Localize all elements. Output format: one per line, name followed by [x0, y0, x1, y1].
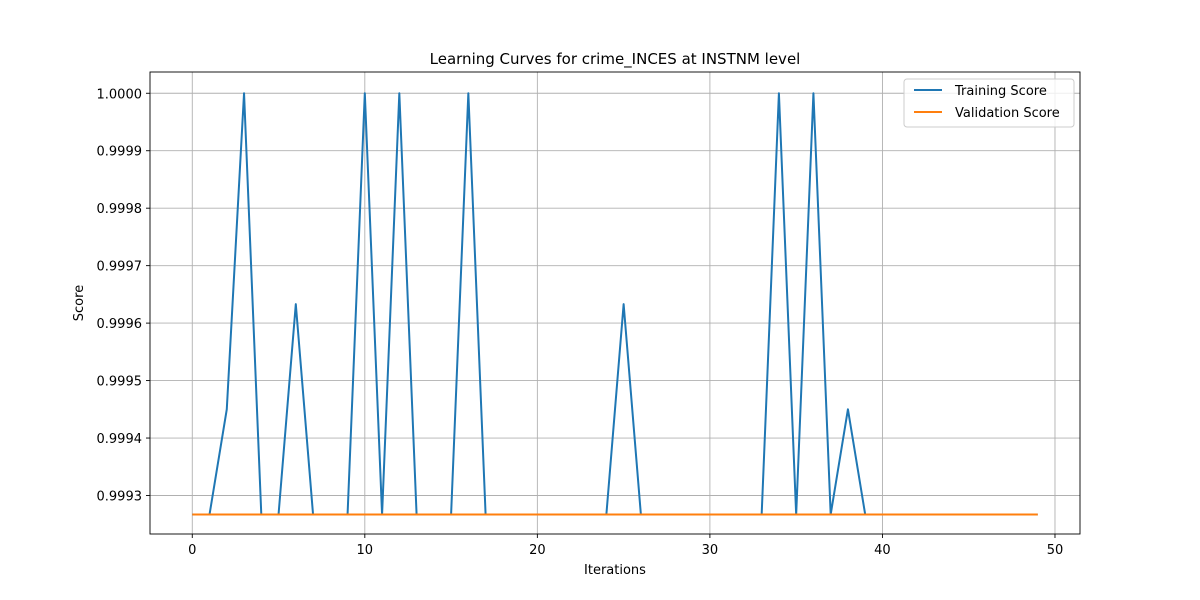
y-tick-label: 0.9998 [97, 202, 143, 217]
y-tick-label: 0.9996 [97, 317, 143, 332]
y-tick-label: 0.9994 [97, 432, 143, 447]
legend-box [903, 78, 1075, 128]
legend-label-validation: Validation Score [955, 106, 1060, 121]
grid-lines [150, 72, 1080, 534]
x-tick-label: 20 [529, 543, 546, 558]
x-axis-label: Iterations [584, 563, 646, 578]
y-axis-label: Score [72, 285, 87, 321]
plot-frame [149, 71, 1081, 535]
legend-label-training: Training Score [954, 84, 1047, 99]
plot-area [150, 72, 1080, 534]
x-tick-label: 10 [357, 543, 374, 558]
y-tick-label: 0.9995 [97, 375, 143, 390]
x-tick-label: 40 [874, 543, 891, 558]
x-tick-label: 0 [188, 543, 196, 558]
x-tick-label: 50 [1047, 543, 1064, 558]
x-axis-ticks: 0 10 20 30 40 50 [188, 534, 1063, 558]
chart-title: Learning Curves for crime_INCES at INSTN… [430, 50, 801, 69]
y-tick-label: 0.9997 [97, 260, 143, 275]
series-layer [192, 92, 1038, 516]
y-tick-label: 1.0000 [97, 87, 143, 102]
y-tick-label: 0.9993 [97, 490, 143, 505]
legend: Training Score Validation Score [903, 78, 1075, 128]
y-axis-ticks: 0.9993 0.9994 0.9995 0.9996 0.9997 0.9998 0.99… [97, 87, 150, 505]
y-tick-label: 0.9999 [97, 145, 143, 160]
x-tick-label: 30 [702, 543, 719, 558]
